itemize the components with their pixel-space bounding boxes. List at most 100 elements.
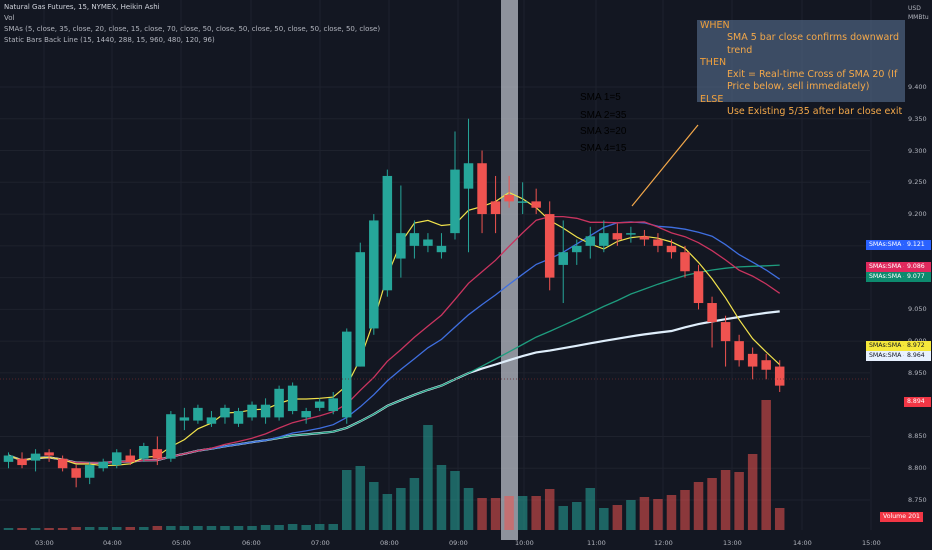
candle-body[interactable] [57, 458, 68, 469]
sma-5-line [8, 310, 780, 465]
candle-body[interactable] [152, 449, 163, 459]
candle-body[interactable] [17, 458, 27, 466]
candle-body[interactable] [477, 163, 487, 215]
candle-body[interactable] [612, 233, 623, 240]
candle-body[interactable] [558, 252, 568, 265]
note-when: WHEN [700, 20, 730, 31]
candle-body[interactable] [71, 468, 81, 478]
price-value-sma-4: 9.086 [904, 262, 931, 272]
volume-bar [206, 526, 217, 530]
candle-body[interactable] [599, 233, 609, 246]
chart-grid [0, 0, 872, 530]
candle-body[interactable] [490, 201, 501, 215]
candle-body[interactable] [260, 404, 271, 418]
candle-body[interactable] [355, 252, 366, 367]
volume-bar [233, 526, 244, 530]
price-axis-label: 9.250 [908, 178, 927, 187]
candle-body[interactable] [774, 366, 785, 386]
candle-body[interactable] [626, 233, 636, 235]
volume-bars [3, 400, 785, 530]
time-axis-label: 08:00 [380, 539, 399, 547]
static-line-indicator-label[interactable]: Static Bars Back Line (15, 1440, 288, 15… [4, 36, 215, 44]
volume-bar [666, 495, 677, 530]
candle-body[interactable] [84, 465, 95, 478]
volume-bar [84, 527, 95, 530]
candle-body[interactable] [653, 239, 663, 246]
sma-indicator-label[interactable]: SMAs (5, close, 35, close, 20, close, 15… [4, 25, 381, 33]
candle-body[interactable] [450, 169, 460, 234]
candle-body[interactable] [436, 245, 447, 253]
candle-body[interactable] [666, 245, 677, 253]
candle-body[interactable] [572, 245, 582, 253]
candle-body[interactable] [98, 461, 108, 469]
candle-body[interactable] [382, 175, 393, 291]
sma-2-line [8, 264, 780, 464]
candle-body[interactable] [125, 455, 136, 462]
volume-bar [139, 527, 149, 530]
volume-bar [342, 470, 352, 530]
volume-indicator-label[interactable]: Vol [4, 14, 15, 22]
candle-body[interactable] [761, 360, 771, 370]
candle-body[interactable] [396, 233, 406, 259]
candle-body[interactable] [314, 401, 325, 408]
candle-body[interactable] [409, 233, 420, 246]
volume-bar [612, 505, 623, 530]
candle-body[interactable] [369, 220, 379, 329]
candle-body[interactable] [720, 322, 731, 342]
volume-bar [734, 472, 744, 530]
volume-bar [436, 465, 447, 530]
candle-body[interactable] [287, 385, 298, 412]
candle-body[interactable] [233, 411, 244, 424]
candle-body[interactable] [342, 331, 352, 418]
time-axis-label: 03:00 [35, 539, 54, 547]
candle-body[interactable] [504, 195, 514, 202]
candle-body[interactable] [693, 271, 704, 304]
candle-body[interactable] [423, 239, 433, 246]
candle-body[interactable] [517, 201, 528, 203]
candle-body[interactable] [139, 445, 149, 459]
candle-body[interactable] [220, 407, 230, 418]
candle-body[interactable] [707, 303, 717, 323]
candle-body[interactable] [179, 417, 190, 421]
candle-body[interactable] [585, 236, 596, 246]
legend-sma-4: SMA 4=15 [580, 143, 627, 154]
candle-body[interactable] [531, 201, 541, 208]
candle-body[interactable] [734, 341, 744, 361]
price-axis-label: 9.200 [908, 210, 927, 219]
candle-body[interactable] [3, 455, 14, 462]
price-tag-sma-3: SMAs:SMA #3 [866, 240, 912, 250]
candle-body[interactable] [274, 388, 284, 418]
volume-bar [369, 482, 379, 530]
candle-body[interactable] [301, 411, 311, 418]
candle-body[interactable] [247, 404, 257, 418]
price-tag-sma-5: SMAs:SMA #5 [866, 351, 912, 361]
volume-bar [463, 488, 474, 530]
candle-body[interactable] [111, 452, 122, 466]
candle-body[interactable] [639, 236, 650, 240]
strategy-note[interactable]: WHEN SMA 5 bar close confirms downward t… [697, 20, 905, 117]
volume-bar [44, 528, 54, 530]
volume-bar [166, 526, 176, 530]
volume-bar [747, 454, 758, 530]
note-then-text: Exit = Real-time Cross of SMA 20 (If Pri… [727, 69, 898, 93]
volume-bar [693, 482, 704, 530]
candle-body[interactable] [206, 417, 217, 424]
candle-body[interactable] [166, 414, 176, 459]
volume-tag: Volume 201 [880, 512, 923, 522]
candle-body[interactable] [544, 214, 555, 278]
time-axis-label: 06:00 [242, 539, 261, 547]
volume-bar [301, 525, 311, 530]
candle-body[interactable] [193, 407, 203, 421]
candle-body[interactable] [30, 453, 41, 461]
price-axis-label: 9.050 [908, 305, 927, 314]
candle-body[interactable] [680, 252, 690, 272]
candle-body[interactable] [747, 353, 758, 367]
time-axis-label: 04:00 [103, 539, 122, 547]
candle-body[interactable] [328, 398, 338, 412]
chart-title: Natural Gas Futures, 15, NYMEX, Heikin A… [4, 3, 160, 11]
candle-body[interactable] [463, 163, 474, 189]
price-tag-sma-4: SMAs:SMA #4 [866, 262, 912, 272]
candle-body[interactable] [44, 452, 54, 456]
legend-sma-2: SMA 2=35 [580, 110, 627, 121]
